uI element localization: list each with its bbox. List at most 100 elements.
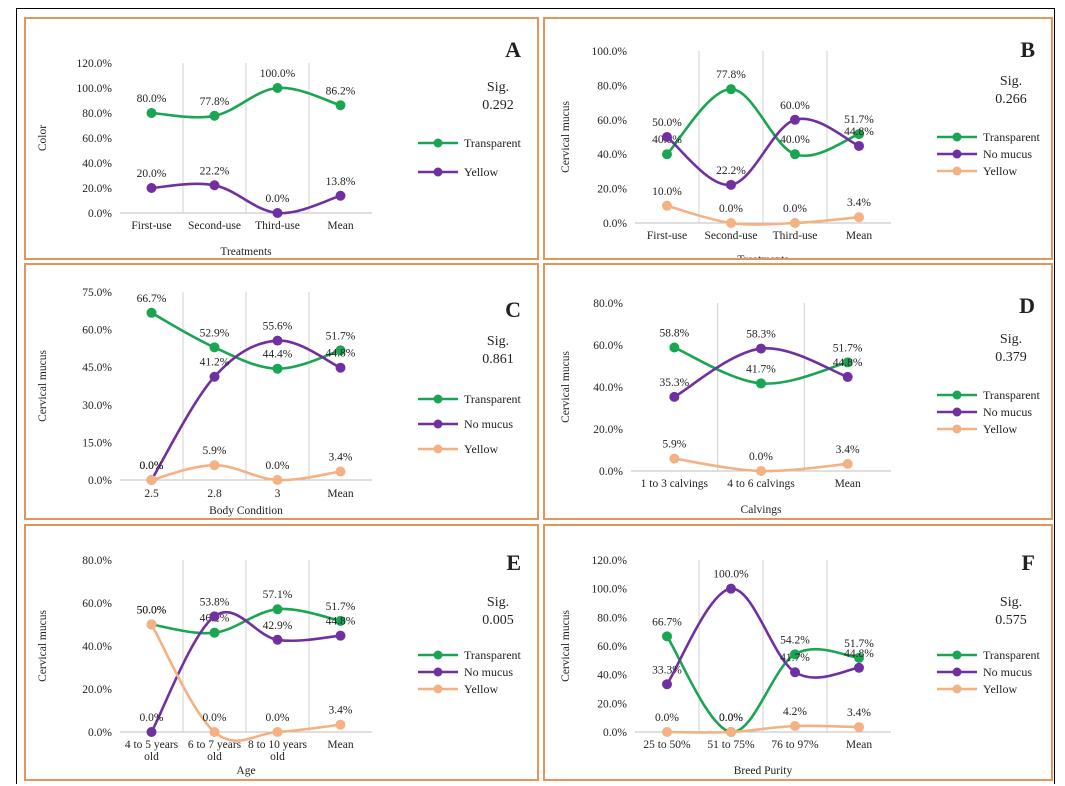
- chart-b-ylabel: Cervical mucus: [560, 101, 572, 173]
- chart-a-panel-letter: A: [505, 37, 521, 62]
- chart-c-no-mucus-data-label: 44.8%: [326, 348, 356, 360]
- chart-e-no-mucus-point: [209, 611, 220, 622]
- chart-c-transparent-point: [146, 307, 157, 318]
- chart-b-transparent-point: [854, 129, 864, 140]
- chart-c-sig-value: 0.861: [482, 352, 514, 367]
- chart-e-yellow-data-label: 3.4%: [329, 705, 353, 717]
- chart-d-transparent-point: [669, 342, 680, 353]
- chart-a-transparent-point: [272, 83, 283, 93]
- chart-a-yellow-point: [209, 180, 220, 191]
- chart-c-legend-transparent: Transparent: [464, 392, 522, 406]
- chart-b-no-mucus-data-label: 60.0%: [780, 100, 810, 112]
- chart-a-transparent-data-label: 77.8%: [200, 96, 230, 108]
- chart-a-ylabel: Color: [37, 125, 49, 151]
- chart-c-legend-yellow: Yellow: [464, 442, 498, 456]
- chart-c-legend-transparent-marker: [433, 394, 443, 404]
- chart-d-no-mucus-data-label: 35.3%: [659, 377, 689, 389]
- chart-f-ytick: 60.0%: [597, 641, 627, 653]
- chart-a-transparent-point: [146, 108, 157, 118]
- chart-a-ytick: 120.0%: [77, 58, 113, 70]
- chart-c-yellow-point: [146, 475, 157, 485]
- chart-f-yellow-data-label: 4.2%: [783, 706, 807, 718]
- chart-b-xlabel: Treatments: [737, 254, 789, 258]
- chart-f-legend-transparent-marker: [952, 650, 962, 660]
- chart-f-no-mucus-point: [854, 662, 864, 673]
- chart-e-yellow-point: [335, 719, 346, 730]
- chart-a-ytick: 0.0%: [88, 208, 112, 220]
- chart-e-legend-yellow-marker: [433, 684, 443, 694]
- chart-c-panel-letter: C: [505, 297, 521, 322]
- chart-f-sig-value: 0.575: [995, 613, 1027, 628]
- chart-c-transparent-point: [335, 345, 346, 356]
- panel-d: 0.0% 20.0% 40.0% 60.0% 80.0% 1 to 3 calvings 4…: [543, 263, 1053, 520]
- chart-b-series-no-mucus-line: [665, 117, 861, 187]
- chart-f-xtick: 25 to 50%: [643, 739, 691, 751]
- chart-e-legend-no-mucus-marker: [433, 667, 443, 677]
- chart-e-transparent-point: [272, 604, 283, 615]
- chart-a-yellow-point: [335, 190, 346, 201]
- chart-d-ytick: 40.0%: [593, 382, 623, 394]
- chart-d-no-mucus-data-label: 58.3%: [746, 329, 776, 341]
- chart-f-panel-letter: F: [1022, 550, 1035, 575]
- panel-e: 0.0% 20.0% 40.0% 60.0% 80.0% 4 to 5 years old 6…: [24, 524, 539, 781]
- chart-f-xtick: Mean: [846, 739, 872, 751]
- chart-c-ytick: 60.0%: [82, 325, 112, 337]
- chart-f-yellow-point: [662, 727, 672, 737]
- chart-a-sig-label: Sig.: [487, 80, 509, 95]
- chart-a-xtick: Third-use: [255, 220, 300, 232]
- chart-e-ytick: 80.0%: [82, 555, 112, 567]
- chart-f-transparent-point: [790, 649, 800, 660]
- chart-e-panel-letter: E: [506, 550, 521, 575]
- chart-a-sig-value: 0.292: [482, 98, 514, 113]
- chart-f-ytick: 40.0%: [597, 670, 627, 682]
- chart-d-sig-value: 0.379: [995, 350, 1027, 365]
- chart-c-ylabel: Cervical mucus: [37, 350, 49, 422]
- chart-f-yellow-point: [726, 727, 736, 737]
- chart-b-no-mucus-point: [854, 140, 864, 151]
- chart-e-ytick: 60.0%: [82, 598, 112, 610]
- chart-e-no-mucus-point: [146, 727, 157, 737]
- chart-b-sig-label: Sig.: [1000, 74, 1022, 89]
- chart-f-transparent-data-label: 66.7%: [652, 616, 682, 628]
- chart-e-no-mucus-point: [335, 630, 346, 641]
- chart-d-legend-no-mucus: No mucus: [983, 405, 1032, 419]
- chart-c-yellow-point: [209, 460, 220, 471]
- chart-c-xtick: 2.5: [144, 488, 159, 500]
- chart-b-svg: 0.0% 20.0% 40.0% 60.0% 80.0% 100.0% First-use S…: [560, 37, 1041, 258]
- chart-b-transparent-data-label: 51.7%: [844, 114, 874, 126]
- chart-b-transparent-point: [790, 149, 800, 160]
- chart-d-no-mucus-data-label: 44.8%: [833, 357, 863, 369]
- chart-c-legend-no-mucus-marker: [433, 419, 443, 429]
- chart-b-yellow-point: [790, 218, 800, 228]
- chart-f-transparent-data-label: 54.2%: [780, 634, 810, 646]
- chart-e-legend-no-mucus: No mucus: [464, 665, 513, 679]
- chart-b-xtick: First-use: [647, 230, 687, 242]
- chart-f-svg: 0.0% 20.0% 40.0% 60.0% 80.0% 100.0% 120.0% 25 t…: [560, 550, 1041, 777]
- chart-b-xtick: Third-use: [773, 230, 818, 242]
- chart-c-yellow-point: [335, 466, 346, 477]
- chart-c-series-no-mucus-line: [150, 339, 342, 482]
- chart-d-yellow-data-label: 5.9%: [662, 439, 686, 451]
- chart-b-sig-value: 0.266: [995, 92, 1027, 107]
- chart-e-xtick: 4 to 5 years: [125, 739, 179, 751]
- chart-c-legend-yellow-marker: [433, 444, 443, 454]
- chart-c-no-mucus-data-label: 0.0%: [140, 460, 164, 472]
- chart-c-no-mucus-data-label: 41.2%: [200, 357, 230, 369]
- chart-f-legend-no-mucus: No mucus: [983, 665, 1032, 679]
- chart-f-no-mucus-point: [790, 667, 800, 678]
- chart-e-transparent-data-label: 50.0%: [137, 605, 167, 617]
- chart-d-xtick: 1 to 3 calvings: [641, 478, 709, 490]
- chart-b-legend-yellow: Yellow: [983, 164, 1017, 178]
- chart-d-yellow-point: [756, 466, 766, 476]
- chart-e-transparent-data-label: 51.7%: [326, 601, 356, 613]
- chart-b-ytick: 60.0%: [597, 115, 627, 127]
- chart-f-xlabel: Breed Purity: [734, 765, 793, 777]
- chart-f-yellow-point: [854, 722, 864, 733]
- panel-c: 0.0% 15.0% 30.0% 45.0% 60.0% 75.0% 2.5 2.8 3 Mean…: [24, 263, 539, 520]
- chart-d-yellow-point: [669, 453, 680, 464]
- chart-d-no-mucus-point: [669, 391, 680, 402]
- chart-b-transparent-data-label: 40.0%: [780, 134, 810, 146]
- chart-e-ytick: 20.0%: [82, 684, 112, 696]
- chart-a-transparent-data-label: 100.0%: [260, 68, 296, 80]
- chart-c-xtick: 3: [275, 488, 281, 500]
